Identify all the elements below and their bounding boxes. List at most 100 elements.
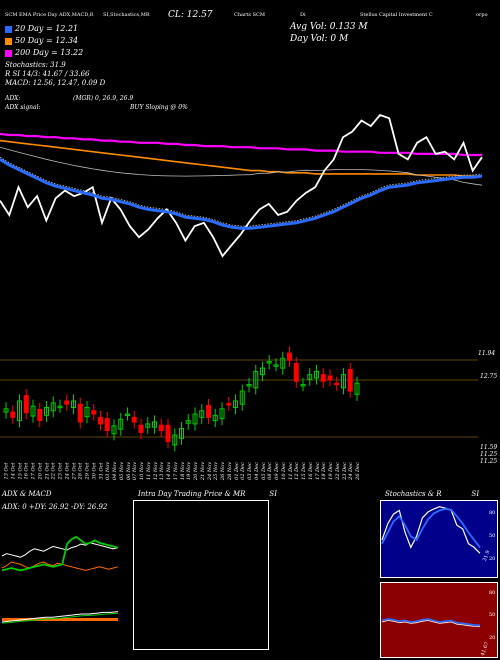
stoch-tick-50: 50 <box>489 533 496 539</box>
candle-body <box>165 424 171 443</box>
candle-body <box>57 405 63 409</box>
rsi-line <box>381 618 481 626</box>
adx-signal-value: BUY Sloping @ 0% <box>130 104 188 111</box>
ema200-swatch <box>5 49 12 57</box>
candle-body <box>131 416 137 423</box>
rsi-tick-80: 80 <box>489 590 496 596</box>
candle-body <box>280 357 286 369</box>
candle-body <box>84 407 90 418</box>
rsi-tick-20: 20 <box>489 635 496 641</box>
price-label-low1: 11.59 <box>480 444 498 451</box>
ema200-legend: 200 Day = 13.22 <box>5 48 83 57</box>
candle-body <box>91 410 97 415</box>
candle-body <box>347 368 353 392</box>
rsi-signal-line <box>381 620 481 627</box>
candle-body <box>64 400 70 405</box>
header-di: Di <box>300 12 306 18</box>
header-charts-label: Charts SCM <box>234 12 265 18</box>
candle-body <box>104 418 110 431</box>
stochastics-k-line <box>381 506 481 554</box>
candle-body <box>334 382 340 386</box>
macd-signal-line <box>1 612 119 624</box>
candle-body <box>185 420 191 424</box>
candlestick-chart <box>0 346 478 452</box>
ema50-legend: 50 Day = 12.34 <box>5 36 78 45</box>
adx-macd-values: ADX: 0 +DY: 26.92 -DY: 26.92 <box>2 503 108 511</box>
candle-body <box>219 408 225 420</box>
candle-body <box>77 403 83 423</box>
candle-body <box>179 428 184 439</box>
candle-body <box>266 361 272 364</box>
candle-body <box>138 424 144 433</box>
stoch-tick-20: 20 <box>489 556 496 562</box>
intraday-panel <box>133 500 269 650</box>
adx-macd-title: ADX & MACD <box>2 490 52 498</box>
candle-body <box>71 400 76 408</box>
ema20-line <box>0 158 483 230</box>
header-company-b: orpo <box>476 12 488 18</box>
candle-body <box>50 402 56 412</box>
rsi-panel <box>380 582 498 658</box>
stoch-rsi-title: Stochastics & R SI <box>385 490 480 498</box>
macd-line <box>1 611 119 623</box>
candle-body <box>287 352 292 361</box>
adx-values: (MGR) 0, 26.9, 26.9 <box>73 95 134 102</box>
ema20-legend: 20 Day = 12.21 <box>5 24 78 33</box>
candle-body <box>125 413 130 417</box>
adx-signal-label: ADX signal: <box>5 104 41 111</box>
candle-body <box>226 403 232 406</box>
candle-body <box>192 413 198 425</box>
rsi-readout: R SI 14/3: 41.67 / 33.66 <box>5 70 90 78</box>
candle-body <box>152 421 157 428</box>
adx-minus-di-line <box>1 561 119 571</box>
price-label-top: 11.94 <box>478 350 496 357</box>
header-title: SCM EMA Price Day ADX,MACD,R SI,Stochast… <box>5 12 150 18</box>
candle-body <box>314 370 319 379</box>
candle-body <box>3 408 9 413</box>
price-label-low3: 11.25 <box>480 458 498 465</box>
adx-plus-di-line <box>1 535 119 572</box>
macd-histogram-band <box>2 618 118 621</box>
macd-readout: MACD: 12.56, 12.47, 0.09 D <box>5 79 106 87</box>
candle-body <box>145 423 151 428</box>
ema200-line <box>0 132 482 157</box>
ema20-swatch <box>5 25 12 33</box>
ema50-swatch <box>5 37 12 45</box>
candle-body <box>111 425 117 435</box>
candle-body <box>260 367 265 376</box>
candle-body <box>253 370 259 389</box>
candle-body <box>293 363 299 382</box>
candle-body <box>30 405 36 417</box>
rsi-tick-50: 50 <box>489 612 496 618</box>
adx-white-line <box>1 542 119 558</box>
ema50-line <box>0 139 482 177</box>
bollinger-upper-line <box>0 146 483 186</box>
candle-body <box>37 408 43 422</box>
candle-body <box>327 375 333 381</box>
candle-body <box>172 434 178 446</box>
candle-body <box>239 390 245 405</box>
candle-body <box>320 374 326 382</box>
header-title-a: SCM EMA Price Day ADX,MACD,R <box>5 12 94 18</box>
candle-body <box>212 414 218 422</box>
candle-body <box>98 416 103 425</box>
ema-price-chart <box>0 113 483 258</box>
candle-body <box>44 407 49 416</box>
header-company: Stellus Capital Investment C <box>360 12 433 18</box>
price-label-right: 12.75 <box>480 373 498 380</box>
candle-body <box>158 424 164 431</box>
candle-body <box>273 364 279 367</box>
day-volume: Day Vol: 0 M <box>290 34 349 44</box>
candle-body <box>10 411 16 418</box>
candle-body <box>118 418 124 430</box>
candle-body <box>300 384 306 387</box>
intraday-title: Intra Day Trading Price & MR SI <box>138 490 277 498</box>
price-label-low2: 11.25 <box>480 451 498 458</box>
candle-body <box>23 395 29 414</box>
candle-body <box>341 374 346 389</box>
stochastics-readout: Stochastics: 31.9 <box>5 61 66 69</box>
candle-body <box>246 384 252 387</box>
stochastics-d-line <box>381 507 481 548</box>
stoch-tick-80: 80 <box>489 510 496 516</box>
